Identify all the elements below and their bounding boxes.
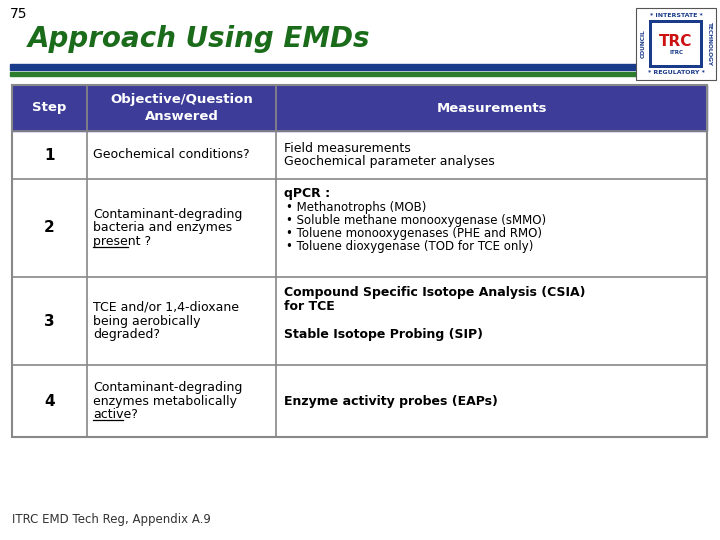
Text: TECHNOLOGY: TECHNOLOGY	[706, 22, 711, 66]
Text: ITRC: ITRC	[669, 51, 683, 56]
Text: Stable Isotope Probing (SIP): Stable Isotope Probing (SIP)	[284, 328, 483, 341]
Text: Objective/Question
Answered: Objective/Question Answered	[110, 93, 253, 123]
Text: Geochemical parameter analyses: Geochemical parameter analyses	[284, 156, 495, 168]
Text: present ?: present ?	[93, 235, 151, 248]
Text: Contaminant-degrading: Contaminant-degrading	[93, 381, 243, 394]
Text: for TCE: for TCE	[284, 300, 335, 313]
Text: • Toluene monooxygenases (PHE and RMO): • Toluene monooxygenases (PHE and RMO)	[286, 227, 542, 240]
Text: TCE and/or 1,4-dioxane: TCE and/or 1,4-dioxane	[93, 301, 239, 314]
Bar	[12, 179, 707, 277]
Text: Measurements: Measurements	[436, 102, 546, 114]
Text: being aerobically: being aerobically	[93, 314, 201, 327]
Bar	[10, 72, 710, 76]
Text: * REGULATORY *: * REGULATORY *	[647, 70, 704, 75]
Text: * INTERSTATE *: * INTERSTATE *	[649, 13, 703, 18]
Bar	[12, 365, 707, 437]
Bar	[649, 20, 703, 68]
Bar	[12, 85, 707, 437]
Bar	[12, 277, 707, 365]
Text: Field measurements: Field measurements	[284, 141, 411, 155]
Text: • Soluble methane monooxygenase (sMMO): • Soluble methane monooxygenase (sMMO)	[286, 214, 546, 227]
Text: Geochemical conditions?: Geochemical conditions?	[93, 148, 250, 161]
Text: Compound Specific Isotope Analysis (CSIA): Compound Specific Isotope Analysis (CSIA…	[284, 286, 585, 299]
Text: enzymes metabolically: enzymes metabolically	[93, 395, 237, 408]
Text: active?: active?	[93, 408, 138, 421]
Text: 4: 4	[44, 394, 55, 408]
Text: Contaminant-degrading: Contaminant-degrading	[93, 208, 243, 221]
Text: 1: 1	[45, 147, 55, 163]
Text: Enzyme activity probes (EAPs): Enzyme activity probes (EAPs)	[284, 395, 498, 408]
Text: 75: 75	[10, 7, 27, 21]
Bar	[636, 8, 716, 80]
Bar	[12, 85, 707, 131]
Bar	[12, 131, 707, 179]
Text: TRC: TRC	[660, 35, 693, 50]
Bar	[10, 64, 710, 70]
Text: • Toluene dioxygenase (TOD for TCE only): • Toluene dioxygenase (TOD for TCE only)	[286, 240, 534, 253]
Text: • Methanotrophs (MOB): • Methanotrophs (MOB)	[286, 201, 426, 214]
Bar	[652, 23, 700, 65]
Text: 2: 2	[44, 220, 55, 235]
Text: ITRC EMD Tech Reg, Appendix A.9: ITRC EMD Tech Reg, Appendix A.9	[12, 513, 211, 526]
Text: qPCR :: qPCR :	[284, 187, 330, 200]
Text: Step: Step	[32, 102, 67, 114]
Text: bacteria and enzymes: bacteria and enzymes	[93, 221, 232, 234]
Text: degraded?: degraded?	[93, 328, 160, 341]
Text: 3: 3	[44, 314, 55, 328]
Text: COUNCIL: COUNCIL	[641, 30, 646, 58]
Text: Approach Using EMDs: Approach Using EMDs	[28, 25, 371, 53]
